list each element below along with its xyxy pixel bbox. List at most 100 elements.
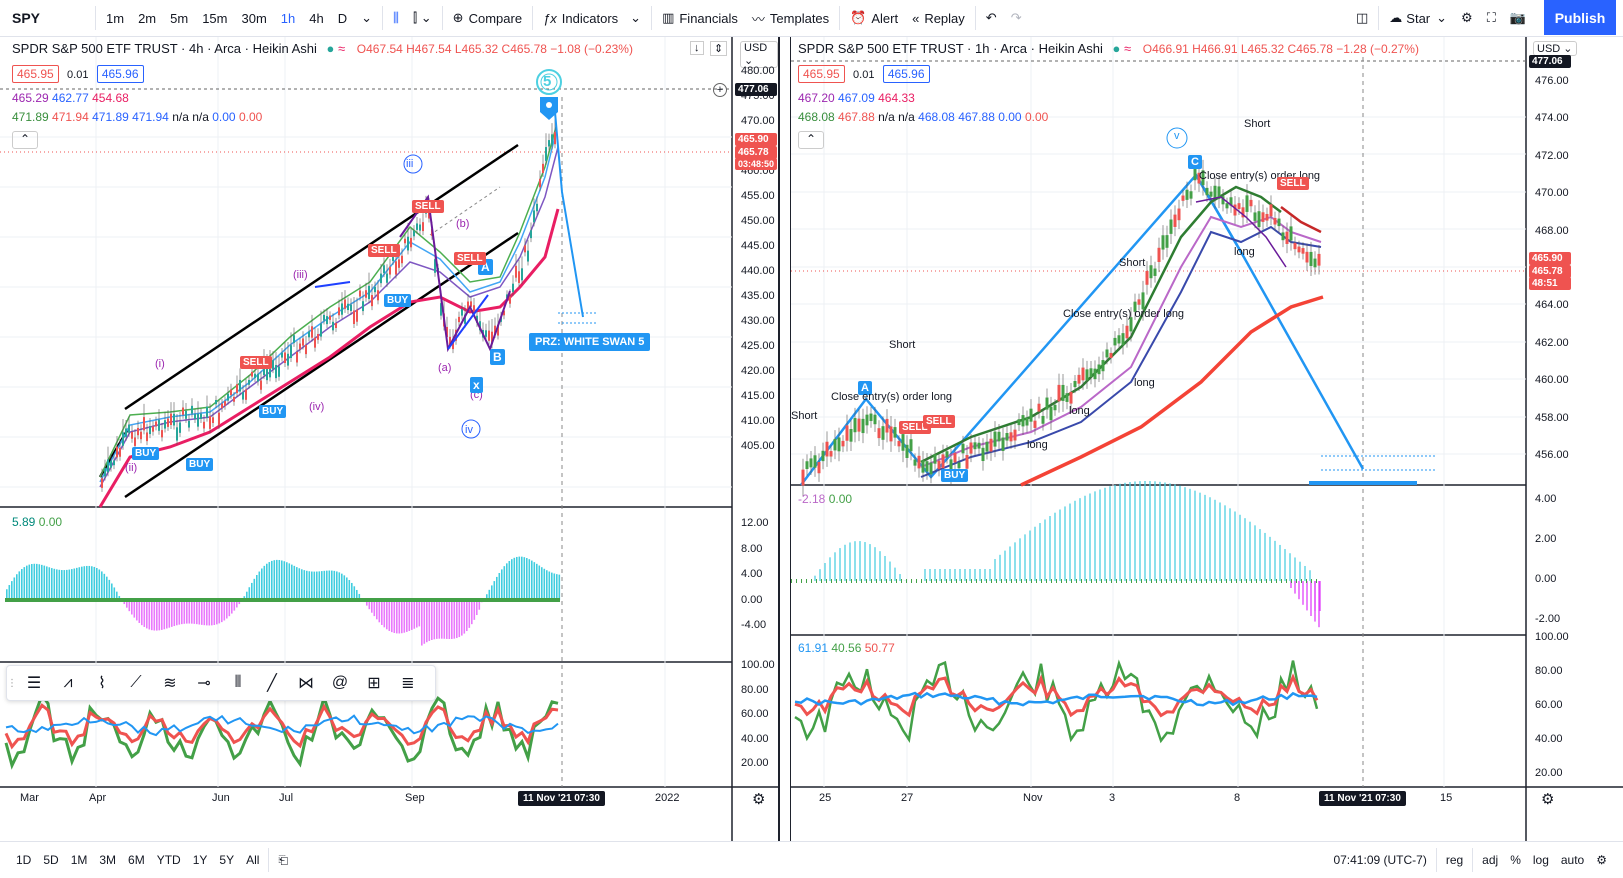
- chart-settings-gear-icon[interactable]: ⚙: [1596, 853, 1607, 867]
- toggle-log[interactable]: log: [1532, 853, 1549, 867]
- range-all[interactable]: All: [246, 853, 260, 867]
- chart-pane-left[interactable]: SPDR S&P 500 ETF TRUST · 4h · Arca · Hei…: [0, 37, 780, 841]
- drag-handle-icon[interactable]: ⋮: [7, 677, 17, 689]
- range-1m[interactable]: 1M: [70, 853, 88, 867]
- histogram-bar: [126, 600, 128, 608]
- candle-body: [383, 265, 385, 274]
- ma-value: 462.77: [52, 91, 89, 105]
- bar-style-icon[interactable]: ⫼: [393, 10, 399, 25]
- vertical-lines-icon[interactable]: ⦀: [234, 674, 242, 691]
- interval-30m[interactable]: 30m: [241, 10, 267, 26]
- interval-1h[interactable]: 1h: [280, 10, 296, 26]
- candle-body: [1105, 349, 1109, 358]
- abc-pattern-icon[interactable]: ⩘: [63, 674, 73, 691]
- alert-button[interactable]: ⏰ Alert: [843, 0, 905, 37]
- histogram-bar: [521, 556, 523, 600]
- interval-15m[interactable]: 15m: [202, 10, 228, 26]
- collapse-legend-icon[interactable]: ⌃: [798, 131, 824, 149]
- eye-icon[interactable]: ●: [326, 41, 335, 56]
- toggle-auto[interactable]: auto: [1560, 853, 1585, 867]
- axis-settings-gear-icon[interactable]: ⚙: [1541, 791, 1555, 808]
- chart-left-canvas[interactable]: [0, 37, 780, 841]
- eye-icon[interactable]: ●: [1112, 41, 1121, 56]
- crosshair-date-tag: 11 Nov '21 07:30: [1319, 791, 1406, 806]
- clock-time[interactable]: 07:41:09 (UTC-7): [1333, 853, 1427, 867]
- histogram-bar: [216, 600, 218, 625]
- compare-button[interactable]: ⊕ Compare: [446, 0, 529, 37]
- left-quote-row: 465.95 0.01 465.96: [12, 65, 149, 83]
- goto-date-icon[interactable]: ⎗: [278, 852, 289, 867]
- histogram-bar: [96, 567, 98, 600]
- fib-channel-icon[interactable]: ≋: [163, 675, 177, 692]
- histogram-bar: [61, 570, 63, 600]
- drag-icon[interactable]: ⇕: [710, 41, 728, 56]
- candle-style-icon[interactable]: ⫿ ⌄: [413, 10, 432, 25]
- fib-levels-icon[interactable]: ≣: [401, 675, 415, 692]
- interval-5m[interactable]: 5m: [170, 10, 189, 26]
- candle-body: [251, 371, 253, 377]
- interval-d[interactable]: D: [337, 10, 348, 26]
- histogram-bar: [261, 568, 263, 600]
- axis-tick: 0.00: [1535, 573, 1557, 585]
- chart-right-canvas[interactable]: [791, 37, 1623, 841]
- redo-icon[interactable]: ↷: [1010, 10, 1022, 25]
- scroll-down-icon[interactable]: ↓: [690, 41, 704, 55]
- fx-badge-icon[interactable]: ≈: [338, 41, 346, 56]
- spiral-icon[interactable]: @: [331, 674, 349, 691]
- currency-select[interactable]: USD ⌄: [1533, 41, 1577, 56]
- layout-icon[interactable]: ◫: [1356, 10, 1369, 25]
- lines-tool-icon[interactable]: ☰: [26, 675, 42, 692]
- range-1d[interactable]: 1D: [16, 853, 32, 867]
- replay-button[interactable]: «Replay: [905, 0, 972, 37]
- toggle-percent[interactable]: %: [1510, 853, 1521, 867]
- camera-icon[interactable]: 📷: [1509, 10, 1526, 25]
- interval-2m[interactable]: 2m: [138, 10, 157, 26]
- line-tool-icon[interactable]: ╱: [267, 675, 277, 692]
- bid-box[interactable]: 465.95: [12, 65, 59, 83]
- fullscreen-icon[interactable]: ⛶: [1486, 10, 1496, 25]
- range-ytd[interactable]: YTD: [156, 853, 181, 867]
- candle-body: [1169, 219, 1173, 234]
- sell-signal: SELL: [368, 244, 400, 257]
- financials-button[interactable]: ▥ Financials: [655, 0, 745, 37]
- wave5-circle: [536, 69, 562, 95]
- star-button[interactable]: ☁ Star ⌄: [1382, 0, 1454, 37]
- histogram-bar: [286, 562, 288, 600]
- trendline-icon[interactable]: ⟋: [130, 674, 142, 691]
- session-reg[interactable]: reg: [1445, 853, 1464, 867]
- range-6m[interactable]: 6M: [128, 853, 145, 867]
- settings-gear-icon[interactable]: ⚙: [1461, 10, 1473, 25]
- range-5d[interactable]: 5D: [43, 853, 59, 867]
- candle-body: [113, 460, 115, 466]
- left-ma-row: 465.29 462.77 454.68: [12, 91, 129, 105]
- symbol-search[interactable]: SPY: [12, 10, 41, 26]
- axis-settings-gear-icon[interactable]: ⚙: [752, 791, 766, 808]
- elliott-wave-icon[interactable]: ⌇: [98, 675, 106, 692]
- fx-badge-icon[interactable]: ≈: [1124, 41, 1132, 56]
- currency-select[interactable]: USD ⌄: [740, 41, 778, 68]
- interval-4h[interactable]: 4h: [309, 10, 324, 26]
- chart-pane-right[interactable]: SPDR S&P 500 ETF TRUST · 1h · Arca · Hei…: [790, 37, 1623, 841]
- templates-button[interactable]: 〰 Templates: [745, 0, 836, 37]
- range-5y[interactable]: 5Y: [219, 853, 235, 867]
- toggle-adj[interactable]: adj: [1482, 853, 1499, 867]
- horizontal-ray-icon[interactable]: ⊸: [197, 675, 211, 692]
- range-1y[interactable]: 1Y: [192, 853, 208, 867]
- range-3m[interactable]: 3M: [99, 853, 117, 867]
- interval-dropdown-icon[interactable]: ⌄: [361, 10, 373, 25]
- ask-box[interactable]: 465.96: [96, 65, 144, 83]
- candle-body: [1041, 415, 1045, 424]
- xabcd-pattern-icon[interactable]: ⋈: [298, 675, 314, 692]
- wave-C-badge: C: [1188, 155, 1202, 169]
- add-plus-icon[interactable]: +: [713, 83, 727, 97]
- ask-box[interactable]: 465.96: [882, 65, 930, 83]
- bid-box[interactable]: 465.95: [798, 65, 845, 83]
- indicators-button[interactable]: ƒx Indicators ⌄: [536, 0, 648, 37]
- collapse-legend-icon[interactable]: ⌃: [12, 131, 38, 149]
- gann-box-icon[interactable]: ⊞: [367, 675, 381, 692]
- crosshair-date-tag: 11 Nov '21 07:30: [518, 791, 605, 806]
- publish-button[interactable]: Publish: [1544, 0, 1616, 35]
- undo-icon[interactable]: ↶: [985, 10, 997, 25]
- interval-1m[interactable]: 1m: [106, 10, 125, 26]
- candle-body: [1273, 217, 1277, 225]
